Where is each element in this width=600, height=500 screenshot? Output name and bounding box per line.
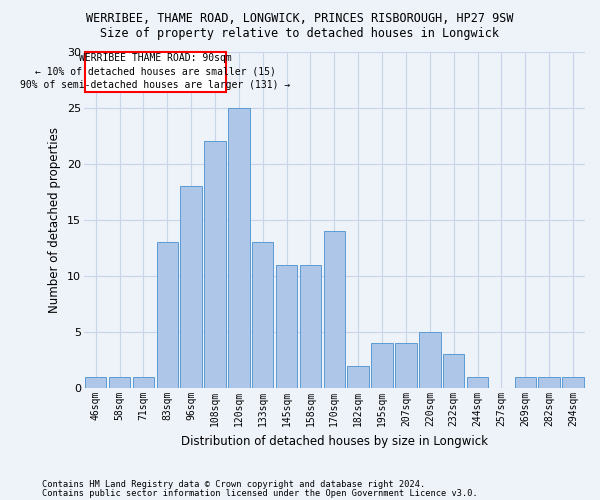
Text: Contains public sector information licensed under the Open Government Licence v3: Contains public sector information licen… xyxy=(42,489,478,498)
Bar xyxy=(204,142,226,388)
Bar xyxy=(419,332,440,388)
Bar xyxy=(300,264,321,388)
Bar xyxy=(347,366,369,388)
Bar xyxy=(562,377,584,388)
Bar xyxy=(538,377,560,388)
Bar xyxy=(323,231,345,388)
Y-axis label: Number of detached properties: Number of detached properties xyxy=(48,127,61,313)
X-axis label: Distribution of detached houses by size in Longwick: Distribution of detached houses by size … xyxy=(181,434,488,448)
Bar xyxy=(181,186,202,388)
Bar xyxy=(133,377,154,388)
Text: WERRIBEE THAME ROAD: 90sqm
← 10% of detached houses are smaller (15)
90% of semi: WERRIBEE THAME ROAD: 90sqm ← 10% of deta… xyxy=(20,54,290,90)
Bar xyxy=(371,344,393,388)
Text: Contains HM Land Registry data © Crown copyright and database right 2024.: Contains HM Land Registry data © Crown c… xyxy=(42,480,425,489)
Text: WERRIBEE, THAME ROAD, LONGWICK, PRINCES RISBOROUGH, HP27 9SW: WERRIBEE, THAME ROAD, LONGWICK, PRINCES … xyxy=(86,12,514,26)
Bar xyxy=(252,242,274,388)
Bar xyxy=(395,344,417,388)
Bar xyxy=(157,242,178,388)
Bar xyxy=(467,377,488,388)
Bar xyxy=(109,377,130,388)
Bar xyxy=(515,377,536,388)
Bar xyxy=(276,264,298,388)
FancyBboxPatch shape xyxy=(85,52,226,92)
Bar xyxy=(228,108,250,388)
Bar xyxy=(443,354,464,388)
Bar xyxy=(85,377,106,388)
Text: Size of property relative to detached houses in Longwick: Size of property relative to detached ho… xyxy=(101,28,499,40)
